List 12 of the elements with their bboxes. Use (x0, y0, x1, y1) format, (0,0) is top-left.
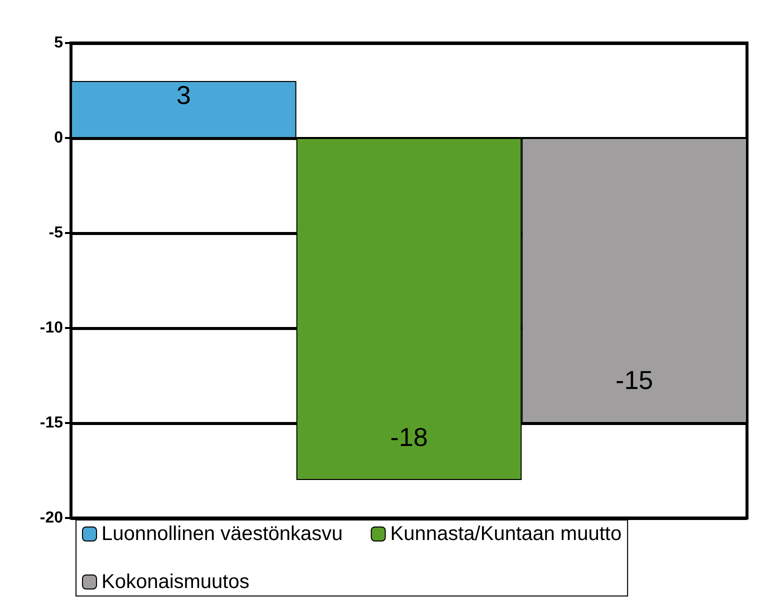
legend-label: Kunnasta/Kuntaan muutto (390, 523, 622, 545)
y-tick-label: 5 (54, 34, 64, 52)
legend-label: Kokonaismuutos (102, 571, 250, 593)
y-tick-label: -10 (40, 320, 64, 336)
y-tick-label: -15 (40, 414, 64, 432)
y-tick-label: -20 (40, 510, 64, 526)
data-label: -18 (390, 422, 428, 452)
legend-label: Luonnollinen väestönkasvu (102, 523, 343, 545)
data-label: 3 (176, 80, 191, 110)
y-tick-label: 0 (54, 130, 64, 146)
data-label: -15 (616, 365, 654, 395)
y-tick-label: -5 (48, 224, 64, 242)
